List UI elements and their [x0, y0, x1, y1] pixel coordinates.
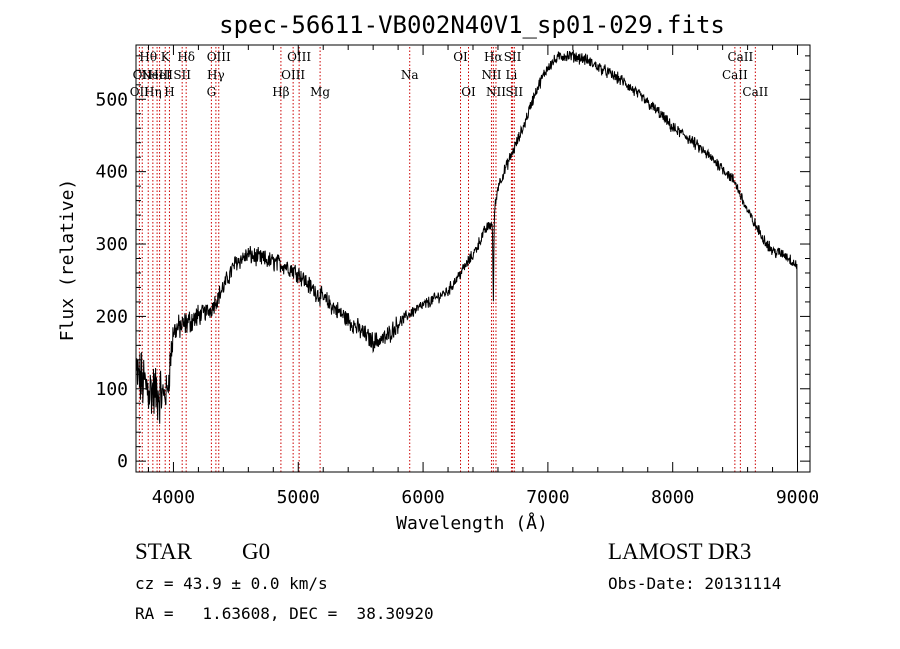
spectral-line-label: OIII: [281, 68, 305, 82]
spectral-line-label: K: [161, 50, 171, 64]
spectral-line-label: OII: [130, 85, 150, 99]
object-subclass: G0: [242, 539, 271, 564]
spectral-line-label: Hθ: [139, 50, 157, 64]
spectral-line-label: Hβ: [272, 85, 289, 99]
spectral-line-label: Na: [401, 68, 419, 82]
spectral-line-label: CaII: [742, 85, 768, 99]
spectral-line-label: CaII: [727, 50, 753, 64]
x-tick-label: 8000: [651, 487, 694, 508]
spectrum-series-line: [135, 49, 798, 465]
spectral-line-label: OI: [453, 50, 468, 64]
spectrum-layer: [135, 49, 798, 465]
y-tick-label: 300: [95, 234, 128, 255]
y-axis-label: Flux (relative): [57, 179, 78, 342]
chart-title: spec-56611-VB002N40V1_sp01-029.fits: [219, 11, 725, 39]
y-tick-label: 500: [95, 89, 128, 110]
spectral-line-label: Mg: [310, 85, 330, 99]
survey-name: LAMOST DR3: [608, 539, 752, 564]
spectral-line-label: SII: [505, 85, 523, 99]
spectral-lines-layer: [138, 47, 756, 472]
spectral-line-label: Hη: [144, 85, 162, 99]
spectral-line-label: Li: [506, 68, 518, 82]
spectral-line-label: CaII: [722, 68, 748, 82]
spectral-line-label: NII: [486, 85, 506, 99]
x-tick-label: 5000: [277, 487, 320, 508]
obs-date: Obs-Date: 20131114: [608, 574, 782, 593]
spectral-line-label: OII: [133, 68, 153, 82]
spectral-line-label: Hγ: [207, 68, 225, 82]
x-axis-label: Wavelength (Å): [396, 512, 548, 534]
spectral-line-label: OI: [461, 85, 476, 99]
x-axis: 4000 5000 6000 7000 8000 9000: [147, 45, 819, 508]
spectral-line-label: NeIII: [141, 68, 173, 82]
spectral-line-label: Hδ: [177, 50, 195, 64]
y-tick-label: 400: [95, 162, 128, 183]
spectral-line-label: SII: [504, 50, 522, 64]
spectral-line-label: Hα: [484, 50, 503, 64]
spectral-line-label: SII: [173, 68, 191, 82]
y-axis: 0 100 200 300 400 500: [95, 55, 810, 472]
object-class: STAR: [135, 539, 192, 564]
y-tick-label: 0: [117, 451, 128, 472]
spectral-line-label: OIII: [207, 50, 231, 64]
spectral-line-label: HeI: [148, 68, 171, 82]
x-tick-label: 9000: [776, 487, 819, 508]
x-tick-label: 7000: [526, 487, 569, 508]
radec-text: RA = 1.63608, DEC = 38.30920: [135, 604, 434, 623]
y-tick-label: 200: [95, 306, 128, 327]
spectral-line-label: OIII: [287, 50, 311, 64]
spectral-line-label: H: [164, 85, 174, 99]
y-tick-label: 100: [95, 379, 128, 400]
x-tick-label: 6000: [401, 487, 444, 508]
x-tick-label: 4000: [152, 487, 195, 508]
spectral-line-label: G: [207, 85, 217, 99]
redshift-text: cz = 43.9 ± 0.0 km/s: [135, 574, 328, 593]
spectral-line-label: NII: [481, 68, 501, 82]
